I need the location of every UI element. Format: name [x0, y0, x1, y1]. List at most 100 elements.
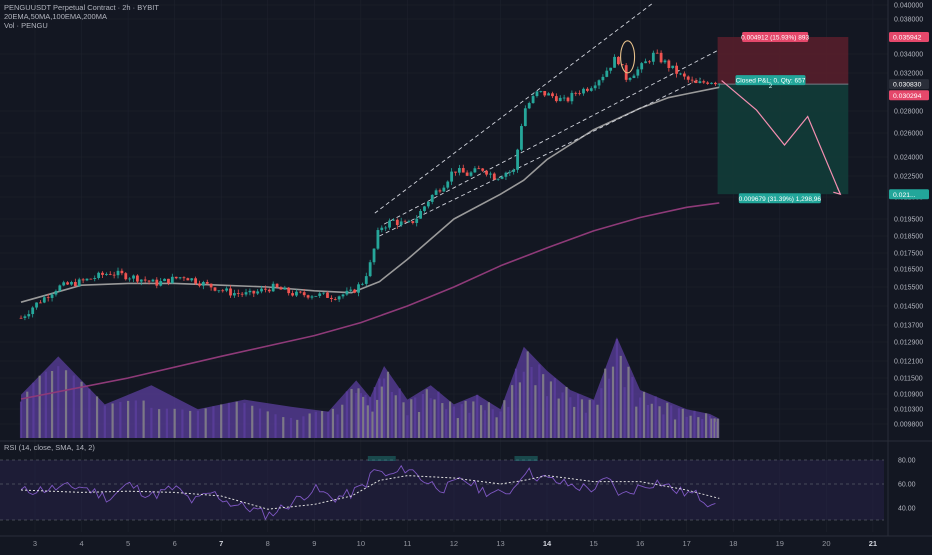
candle-body	[116, 270, 120, 276]
candle-body	[651, 52, 655, 62]
candle	[54, 289, 58, 297]
candle-body	[357, 284, 360, 293]
candle-body	[209, 283, 213, 288]
candle-body	[392, 219, 395, 221]
price-tick-label: 0.018500	[894, 234, 923, 241]
price-tick-label: 0.040000	[894, 3, 923, 10]
candle-body	[547, 93, 551, 96]
candle-body	[465, 172, 469, 176]
candle	[124, 272, 128, 281]
candle	[376, 227, 380, 251]
candle	[364, 272, 368, 287]
candle-body	[66, 282, 69, 285]
price-tick-label: 0.034000	[894, 52, 923, 59]
candle	[42, 295, 46, 304]
candle-body	[605, 70, 609, 77]
candle	[605, 67, 609, 78]
time-tick-label: 7	[219, 539, 223, 548]
entry-label-text: Closed P&L: 0, Qty: 657	[736, 78, 806, 85]
legend-indicators-text: 20EMA,50MA,100EMA,200MA	[4, 12, 107, 21]
target-price-tag-text: 0.021...	[893, 192, 916, 199]
candle	[551, 91, 554, 99]
price-tick-label: 0.015500	[894, 285, 923, 292]
candle-body	[322, 292, 326, 294]
time-tick-label: 6	[173, 539, 177, 548]
candle	[89, 278, 93, 280]
channel-lower-line	[379, 78, 701, 237]
candle	[617, 56, 620, 66]
trend-channel[interactable]	[374, 1, 720, 237]
candle-body	[326, 292, 329, 298]
candle-body	[477, 168, 481, 170]
candle-body	[419, 210, 422, 219]
projection-line	[721, 80, 841, 195]
price-tick-label: 0.010900	[894, 392, 923, 399]
candle-body	[298, 291, 302, 293]
candle-body	[155, 279, 159, 286]
candle-body	[70, 282, 73, 285]
candle	[349, 286, 353, 293]
candle-body	[558, 97, 562, 102]
candle-body	[655, 52, 659, 54]
candle	[174, 276, 178, 280]
candle-body	[562, 97, 566, 99]
candle-body	[186, 278, 190, 281]
candle-body	[310, 296, 314, 298]
candle	[337, 295, 341, 303]
candle-body	[461, 168, 465, 173]
candle	[279, 286, 283, 290]
candle-body	[124, 273, 128, 280]
candle	[291, 290, 294, 297]
candle-body	[714, 82, 717, 85]
candle	[392, 218, 395, 221]
candle	[527, 101, 531, 110]
candle-body	[543, 91, 547, 96]
candle-body	[201, 282, 205, 286]
candle-body	[279, 287, 283, 290]
candle-body	[710, 82, 713, 84]
candle-body	[213, 287, 217, 291]
rsi-pane	[0, 456, 884, 521]
candle-body	[663, 60, 667, 63]
candle-body	[675, 65, 679, 74]
candle-body	[399, 221, 403, 226]
candle-body	[395, 219, 399, 226]
candle-body	[221, 290, 225, 292]
candle-body	[574, 92, 578, 94]
ma50-line	[20, 86, 720, 303]
price-tick-label: 0.013700	[894, 323, 923, 330]
take-profit-zone	[717, 84, 849, 195]
rsi-tick-label: 60.00	[898, 482, 916, 489]
candle	[520, 123, 523, 152]
price-labels: 0.035942 0.030830 0.030294 0.021...	[889, 32, 929, 200]
candle	[209, 283, 213, 291]
candle	[155, 277, 159, 289]
legend-volume-text: Vol · PENGU	[4, 21, 48, 30]
candle-body	[372, 248, 376, 263]
rsi-line	[20, 464, 716, 521]
candle	[66, 281, 69, 286]
candle-body	[531, 96, 535, 104]
candle-body	[485, 170, 488, 175]
stop-price-tag-bg	[889, 32, 929, 43]
candle	[252, 290, 256, 298]
candle-body	[706, 82, 710, 84]
short-position-tool[interactable]: 0.004912 (15.93%) 893 Closed P&L: 0, Qty:…	[717, 32, 849, 204]
candle	[597, 79, 601, 90]
candle-body	[240, 293, 244, 295]
candle-body	[62, 282, 66, 286]
candle	[450, 168, 454, 186]
price-tick-label: 0.032000	[894, 71, 923, 78]
candle	[70, 280, 73, 286]
candle	[232, 289, 236, 298]
candle-body	[609, 67, 613, 71]
candle-body	[244, 292, 248, 295]
candle-body	[582, 88, 585, 94]
candle-body	[504, 172, 508, 177]
price-projection-path[interactable]	[721, 80, 842, 196]
rsi-tick-label: 40.00	[898, 506, 916, 513]
time-tick-label: 4	[79, 539, 83, 548]
candle	[485, 169, 488, 177]
